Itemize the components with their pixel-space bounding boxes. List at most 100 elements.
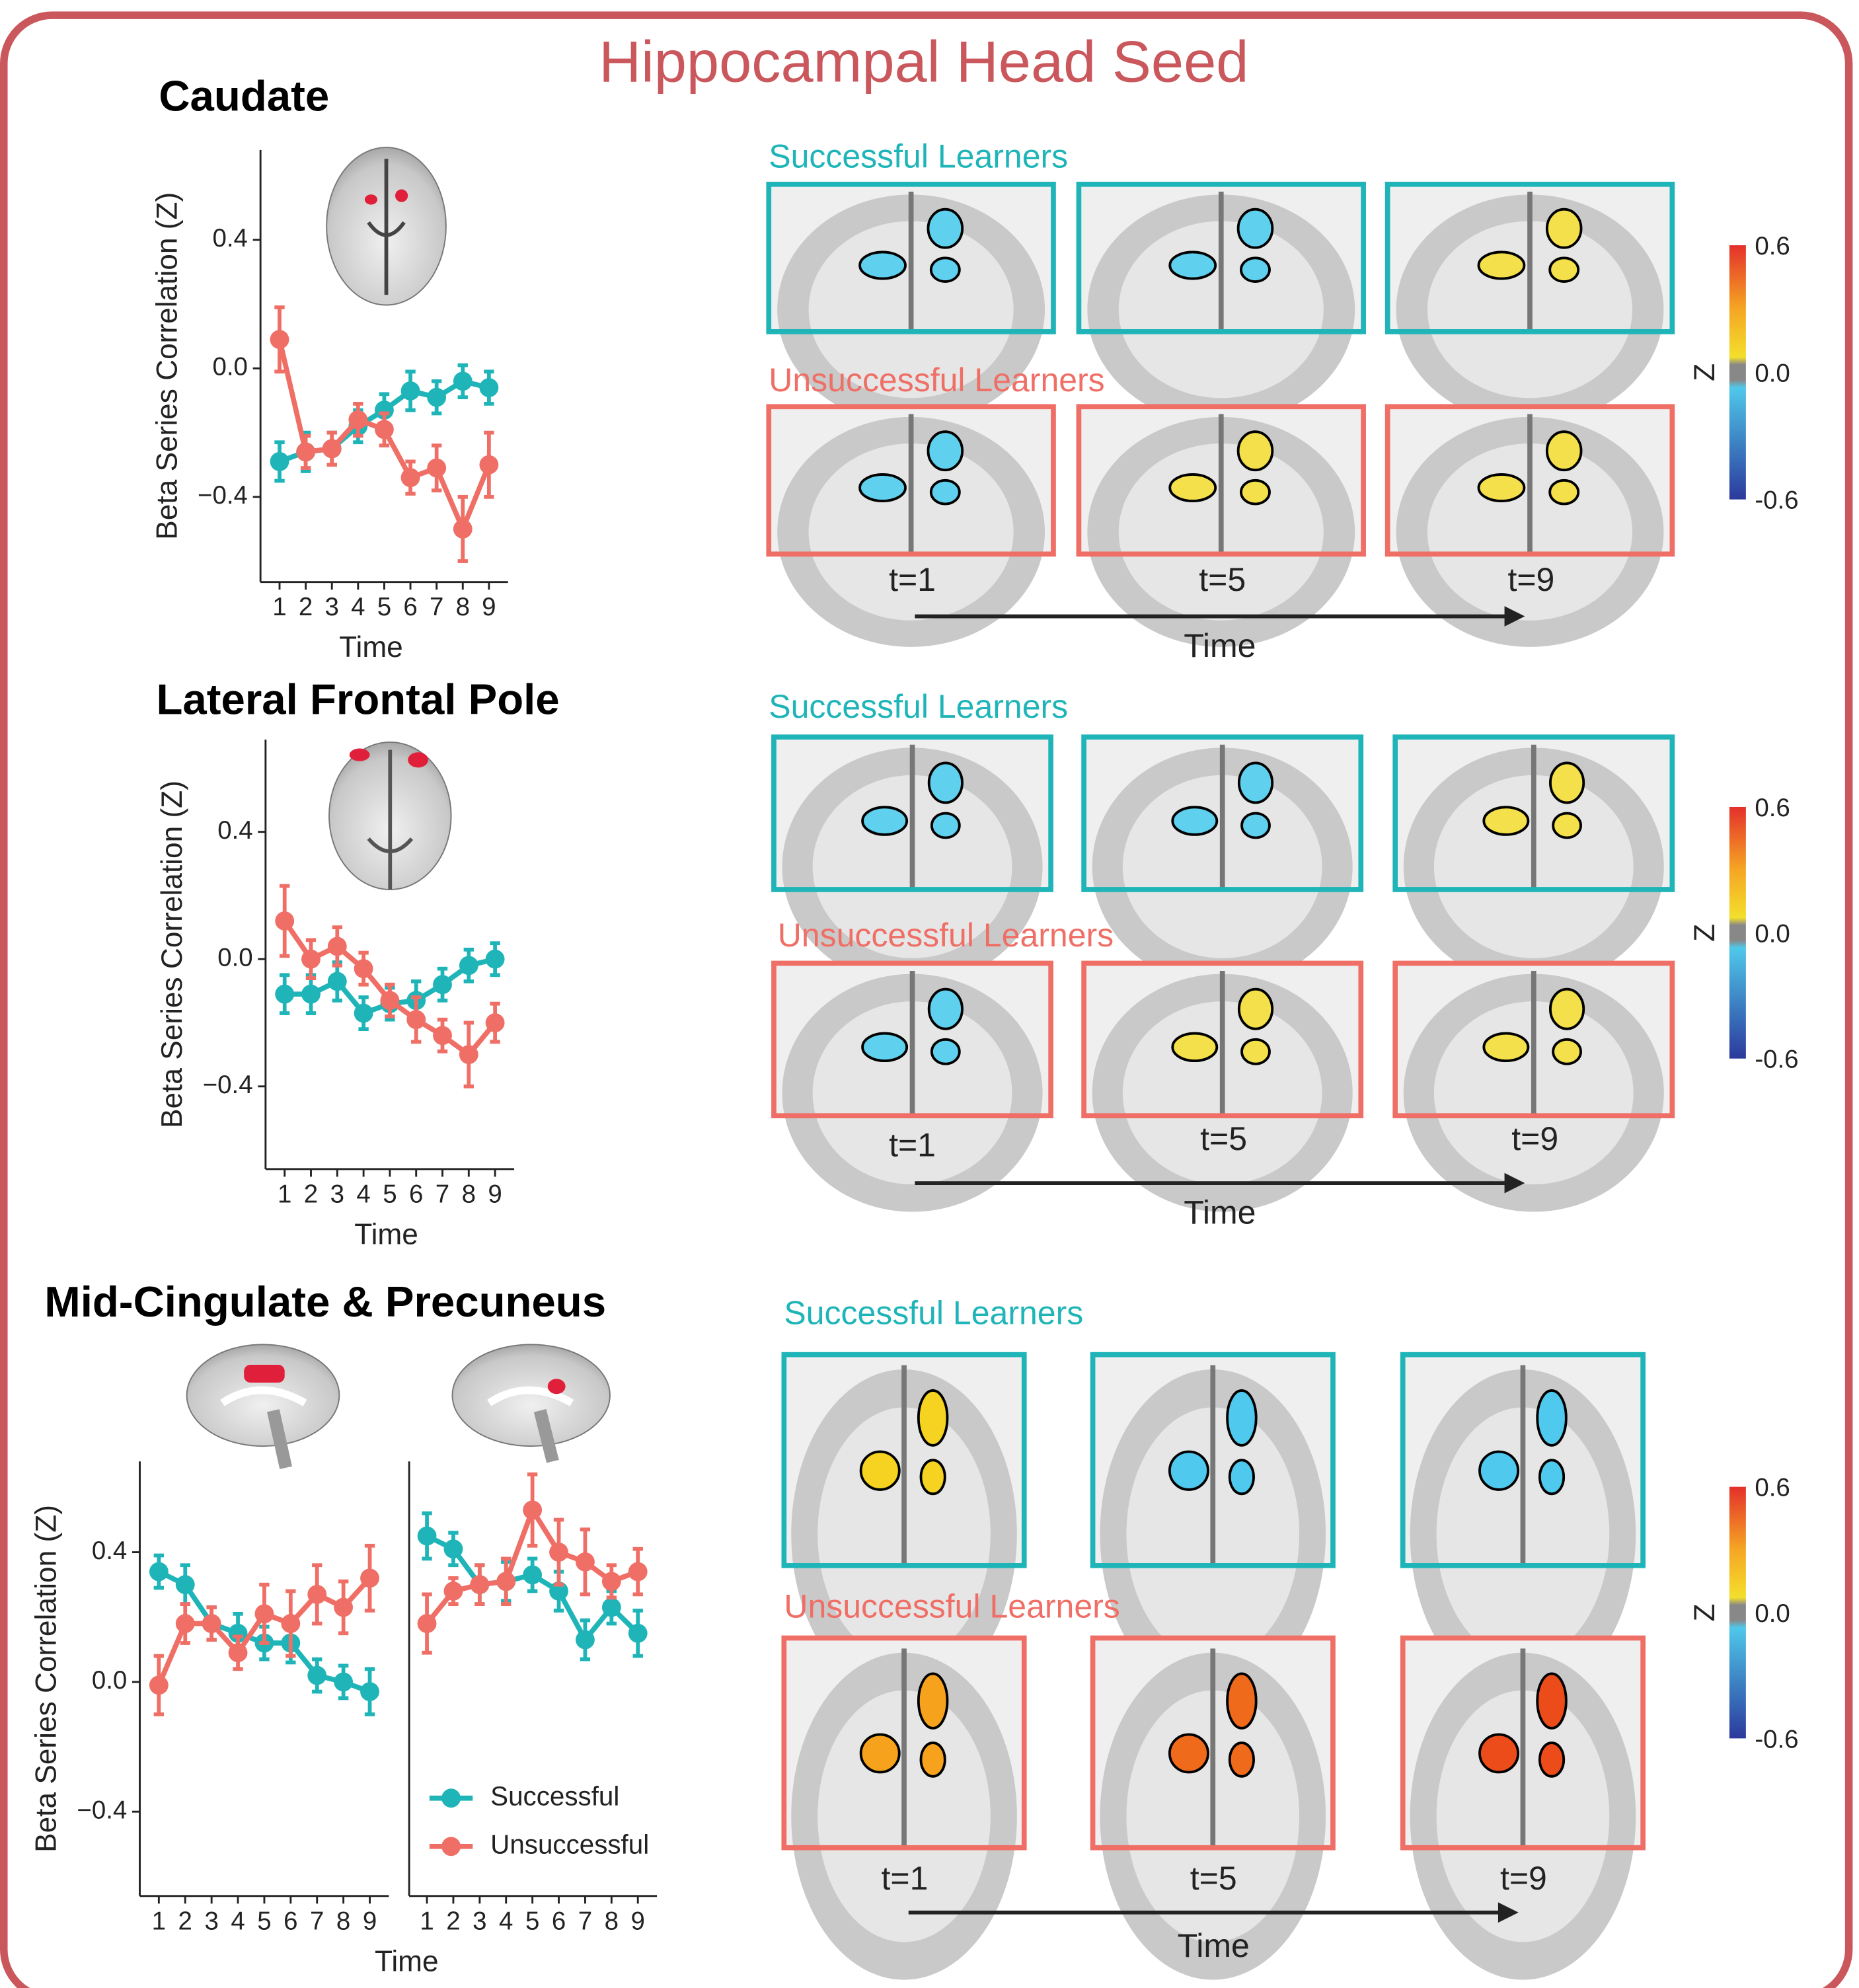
activation	[1242, 814, 1270, 838]
activation	[1241, 480, 1270, 504]
y-tick-label: −0.4	[203, 1071, 253, 1099]
point	[348, 410, 367, 430]
x-tick-label: 1	[272, 593, 286, 621]
activation	[929, 989, 962, 1029]
activation	[1553, 814, 1581, 838]
point	[628, 1562, 648, 1582]
activation	[919, 1673, 948, 1728]
time-label: t=5	[1199, 561, 1246, 598]
y-tick-label: 0.0	[213, 353, 248, 381]
x-tick-label: 6	[403, 593, 417, 621]
y-axis-label: Beta Series Correlation (Z)	[151, 192, 183, 540]
activation	[1172, 1034, 1217, 1061]
thumbnail	[329, 742, 451, 890]
colorbar-label: Z	[1688, 1603, 1721, 1621]
point	[202, 1614, 221, 1633]
point	[427, 459, 446, 478]
y-axis-label: Beta Series Correlation (Z)	[30, 1505, 63, 1853]
point	[433, 1026, 452, 1045]
time-label: t=1	[889, 1126, 936, 1163]
activation	[1227, 1673, 1256, 1728]
panel-heading: Lateral Frontal Pole	[156, 675, 559, 724]
point	[486, 950, 505, 969]
y-tick-label: 0.0	[92, 1666, 127, 1695]
point	[275, 985, 294, 1004]
time-label: t=9	[1507, 561, 1554, 598]
thumbnail	[187, 1344, 340, 1468]
time-label: t=1	[882, 1860, 929, 1897]
colorbar-tick-label: 0.6	[1755, 1474, 1790, 1502]
point	[602, 1572, 621, 1591]
activation	[861, 1734, 899, 1772]
x-tick-label: 6	[284, 1907, 297, 1935]
time-axis-label: Time	[1184, 1194, 1256, 1231]
activation	[928, 210, 962, 248]
x-tick-label: 3	[330, 1180, 344, 1208]
x-tick-label: 9	[482, 593, 496, 621]
point	[281, 1614, 300, 1633]
x-tick-label: 6	[409, 1180, 423, 1208]
point	[479, 455, 498, 475]
point	[549, 1543, 568, 1562]
x-tick-label: 4	[499, 1907, 513, 1935]
colorbar-label: Z	[1688, 924, 1721, 942]
x-tick-label: 4	[356, 1180, 370, 1208]
point	[470, 1575, 489, 1594]
activation	[862, 1034, 907, 1061]
brain-map	[1084, 963, 1361, 1211]
row-label: Successful Learners	[769, 688, 1068, 725]
point	[307, 1585, 326, 1604]
panel-heading: Mid-Cingulate & Precuneus	[44, 1278, 606, 1326]
x-tick-label: 8	[462, 1180, 476, 1208]
legend-label: Unsuccessful	[490, 1829, 649, 1859]
activation	[921, 1743, 944, 1777]
x-axis-label: Time	[339, 631, 403, 664]
activation	[1540, 1460, 1564, 1494]
activation	[862, 807, 907, 835]
activation	[1170, 252, 1215, 278]
colorbar-tick-label: -0.6	[1755, 486, 1798, 515]
point	[301, 950, 321, 969]
activation	[1550, 989, 1583, 1029]
activation	[931, 258, 960, 282]
point	[433, 975, 452, 994]
x-tick-label: 5	[377, 593, 391, 621]
point	[444, 1539, 463, 1558]
x-tick-label: 6	[552, 1907, 566, 1935]
point	[322, 440, 342, 459]
time-label: t=5	[1190, 1860, 1237, 1897]
point	[176, 1614, 195, 1633]
point	[576, 1552, 595, 1572]
row-label: Successful Learners	[769, 138, 1068, 175]
activation	[1484, 807, 1528, 835]
activation	[1230, 1743, 1254, 1777]
x-tick-label: 8	[336, 1907, 350, 1935]
activation	[860, 252, 905, 278]
activation	[1547, 210, 1581, 248]
brain-map	[1395, 737, 1672, 985]
x-tick-label: 9	[488, 1180, 502, 1208]
x-tick-label: 2	[299, 593, 313, 621]
activation	[1170, 1452, 1208, 1490]
x-tick-label: 4	[351, 593, 365, 621]
point	[328, 972, 347, 991]
activation	[1478, 475, 1524, 501]
x-tick-label: 7	[310, 1907, 324, 1935]
activation	[1537, 1391, 1566, 1445]
x-tick-label: 2	[304, 1180, 318, 1208]
point	[176, 1575, 195, 1594]
colorbar-label: Z	[1688, 363, 1721, 381]
x-tick-label: 1	[152, 1907, 166, 1935]
y-axis-label: Beta Series Correlation (Z)	[156, 781, 188, 1128]
row-label: Unsuccessful Learners	[769, 362, 1104, 399]
x-tick-label: 8	[605, 1907, 619, 1935]
point	[270, 330, 289, 349]
y-tick-label: 0.0	[217, 943, 252, 972]
activation	[1480, 1734, 1518, 1772]
x-tick-label: 1	[420, 1907, 434, 1935]
x-tick-label: 3	[204, 1907, 218, 1935]
point	[275, 911, 294, 931]
colorbar-tick-label: 0.0	[1755, 919, 1790, 948]
colorbar-tick-label: 0.0	[1755, 1599, 1790, 1628]
x-tick-label: 9	[631, 1907, 645, 1935]
